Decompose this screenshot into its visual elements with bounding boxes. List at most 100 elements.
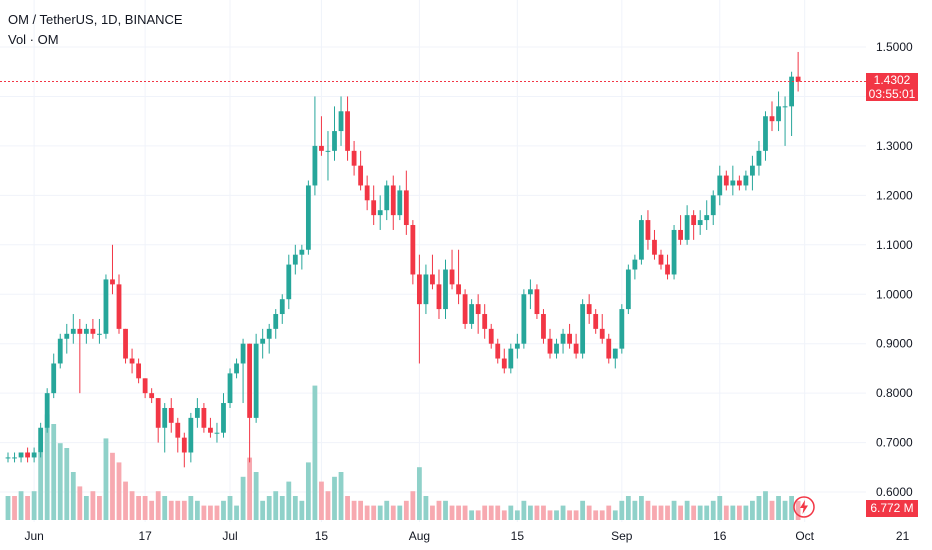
lightning-icon[interactable]: [792, 495, 816, 519]
candle[interactable]: [730, 165, 736, 196]
candle[interactable]: [416, 254, 422, 364]
candle[interactable]: [234, 358, 239, 379]
candle[interactable]: [710, 190, 716, 226]
candle[interactable]: [168, 398, 174, 433]
candle[interactable]: [625, 264, 631, 315]
candle[interactable]: [665, 254, 670, 280]
candle[interactable]: [90, 318, 96, 339]
candle[interactable]: [44, 388, 50, 433]
candle[interactable]: [364, 175, 370, 211]
candle[interactable]: [253, 333, 259, 423]
candle[interactable]: [443, 259, 448, 319]
candle[interactable]: [501, 348, 507, 374]
candle[interactable]: [260, 328, 266, 359]
candle[interactable]: [70, 314, 76, 344]
candle[interactable]: [528, 279, 533, 310]
candle[interactable]: [175, 417, 181, 453]
candle[interactable]: [632, 254, 638, 280]
candle[interactable]: [469, 299, 475, 329]
candle[interactable]: [155, 398, 161, 443]
candle[interactable]: [64, 323, 70, 354]
candle[interactable]: [129, 348, 135, 374]
candle[interactable]: [345, 96, 350, 161]
candle[interactable]: [384, 180, 390, 221]
candle[interactable]: [377, 195, 383, 230]
candle[interactable]: [678, 215, 683, 245]
candle[interactable]: [756, 140, 762, 176]
candle[interactable]: [358, 150, 364, 191]
candle[interactable]: [619, 304, 625, 354]
candle[interactable]: [110, 244, 115, 295]
candle[interactable]: [743, 170, 749, 191]
candle[interactable]: [390, 175, 396, 230]
candle[interactable]: [123, 328, 128, 364]
candle[interactable]: [750, 155, 755, 191]
candle[interactable]: [305, 180, 311, 255]
candle[interactable]: [560, 328, 566, 354]
candle[interactable]: [430, 254, 435, 290]
candle[interactable]: [554, 338, 559, 359]
candle[interactable]: [606, 333, 612, 364]
candle[interactable]: [57, 333, 63, 369]
candle[interactable]: [541, 309, 546, 344]
candle[interactable]: [208, 417, 213, 438]
candle[interactable]: [456, 249, 461, 305]
candle[interactable]: [188, 412, 194, 463]
candle[interactable]: [25, 447, 30, 463]
candle[interactable]: [286, 254, 292, 310]
candle[interactable]: [580, 299, 586, 359]
candle[interactable]: [684, 205, 690, 245]
volume-legend[interactable]: Vol · OM: [8, 32, 59, 47]
candle[interactable]: [292, 244, 298, 275]
candle[interactable]: [534, 284, 540, 319]
candle[interactable]: [423, 264, 429, 315]
candle[interactable]: [149, 388, 155, 404]
candle[interactable]: [547, 328, 553, 359]
candle[interactable]: [567, 323, 572, 349]
candle[interactable]: [319, 116, 324, 156]
candle[interactable]: [691, 210, 697, 240]
candle[interactable]: [247, 343, 253, 463]
candle[interactable]: [462, 289, 468, 329]
candle[interactable]: [77, 318, 83, 394]
candle[interactable]: [332, 106, 337, 161]
candle[interactable]: [704, 200, 710, 230]
candle[interactable]: [5, 452, 11, 463]
candle[interactable]: [18, 452, 24, 463]
candle[interactable]: [97, 318, 102, 344]
candle[interactable]: [221, 393, 226, 438]
candle[interactable]: [573, 333, 579, 359]
candle[interactable]: [371, 185, 377, 226]
candle[interactable]: [795, 51, 801, 92]
candle[interactable]: [671, 225, 677, 280]
candle[interactable]: [240, 338, 246, 404]
candle[interactable]: [12, 452, 17, 463]
candle[interactable]: [83, 323, 89, 344]
candle[interactable]: [136, 358, 141, 384]
candle[interactable]: [639, 215, 644, 265]
candle[interactable]: [51, 353, 57, 399]
candle[interactable]: [776, 91, 781, 132]
candle[interactable]: [351, 140, 357, 176]
candle[interactable]: [482, 304, 488, 339]
candle[interactable]: [397, 185, 403, 221]
candle[interactable]: [449, 249, 455, 290]
candle[interactable]: [162, 403, 168, 453]
candle[interactable]: [723, 170, 729, 191]
candle[interactable]: [279, 294, 285, 324]
candle[interactable]: [38, 422, 44, 458]
candle[interactable]: [338, 96, 344, 146]
candle[interactable]: [521, 289, 527, 349]
candle[interactable]: [769, 101, 775, 132]
candle[interactable]: [645, 210, 651, 250]
candle[interactable]: [194, 398, 200, 428]
candle[interactable]: [599, 314, 605, 344]
candle[interactable]: [736, 175, 742, 191]
candle[interactable]: [586, 294, 592, 324]
candle[interactable]: [789, 71, 794, 137]
candle[interactable]: [593, 309, 599, 334]
candle[interactable]: [658, 249, 664, 270]
candle[interactable]: [488, 323, 494, 349]
candle[interactable]: [717, 165, 723, 206]
